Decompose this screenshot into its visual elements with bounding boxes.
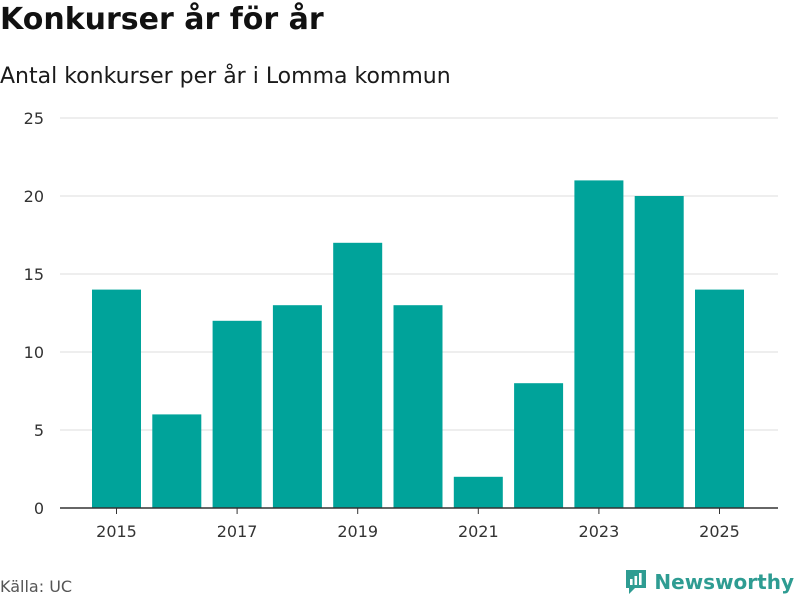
axes bbox=[60, 507, 778, 514]
chart-subtitle: Antal konkurser per år i Lomma kommun bbox=[0, 64, 451, 89]
bar-2019 bbox=[333, 242, 383, 509]
source-note: Källa: UC bbox=[0, 577, 73, 596]
bar-2020 bbox=[393, 305, 443, 508]
bar-2025 bbox=[695, 289, 744, 508]
y-tick-label-20: 20 bbox=[24, 187, 44, 206]
newsworthy-logo-icon bbox=[626, 570, 647, 594]
chart-title: Konkurser år för år bbox=[0, 2, 324, 37]
bar-2023 bbox=[574, 180, 624, 508]
y-tick-label-5: 5 bbox=[34, 421, 44, 440]
y-tick-label-10: 10 bbox=[24, 343, 44, 362]
bar-2017 bbox=[212, 320, 262, 508]
bar-2016 bbox=[152, 414, 202, 508]
x-tick-label-2015: 2015 bbox=[96, 522, 137, 541]
x-tick-label-2019: 2019 bbox=[337, 522, 378, 541]
bar-2021 bbox=[453, 476, 503, 508]
x-tick-label-2021: 2021 bbox=[458, 522, 499, 541]
y-tick-label-25: 25 bbox=[24, 109, 44, 128]
bar-2015 bbox=[92, 289, 141, 508]
x-tick-label-2023: 2023 bbox=[579, 522, 620, 541]
bar-2024 bbox=[634, 196, 684, 508]
bars bbox=[92, 180, 744, 509]
y-tick-label-0: 0 bbox=[34, 499, 44, 518]
bar-2022 bbox=[514, 383, 564, 508]
x-tick-label-2025: 2025 bbox=[699, 522, 740, 541]
y-tick-label-15: 15 bbox=[24, 265, 44, 284]
x-tick-label-2017: 2017 bbox=[217, 522, 258, 541]
bar-2018 bbox=[272, 305, 322, 508]
brand-name: Newsworthy bbox=[654, 570, 794, 594]
brand-logo: Newsworthy bbox=[624, 568, 794, 596]
